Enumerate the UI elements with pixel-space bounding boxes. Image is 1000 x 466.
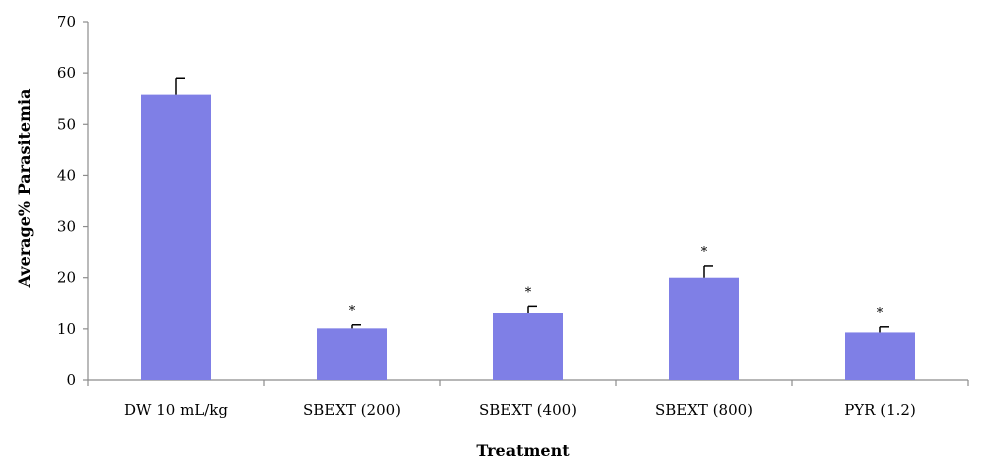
bar	[493, 313, 563, 380]
significance-marker: *	[349, 304, 356, 319]
x-category-label: PYR (1.2)	[844, 401, 916, 419]
y-tick-label: 60	[57, 64, 76, 82]
bar	[669, 277, 739, 380]
x-category-label: SBEXT (800)	[655, 401, 753, 419]
significance-marker: *	[877, 306, 884, 321]
x-category-label: SBEXT (200)	[303, 401, 401, 419]
bar	[141, 94, 211, 380]
y-tick-label: 0	[66, 371, 76, 389]
bar	[845, 332, 915, 380]
y-tick-label: 40	[57, 166, 76, 184]
y-axis-title: Average% Parasitemia	[15, 89, 34, 289]
y-tick-label: 10	[57, 320, 76, 338]
bar	[317, 328, 387, 380]
y-tick-label: 70	[57, 13, 76, 31]
y-tick-label: 50	[57, 115, 76, 133]
x-category-label: DW 10 mL/kg	[124, 401, 228, 419]
y-tick-label: 30	[57, 218, 76, 236]
x-axis-title: Treatment	[476, 441, 570, 460]
significance-marker: *	[525, 285, 532, 300]
x-ticks: DW 10 mL/kg SBEXT (200) SBEXT (400) SBEXT (…	[87, 380, 969, 419]
y-ticks: 0 10 20 30 40 50 60 70	[57, 13, 88, 389]
x-category-label: SBEXT (400)	[479, 401, 577, 419]
significance-marker: *	[701, 245, 708, 260]
y-tick-label: 20	[57, 269, 76, 287]
bars: * * * *	[141, 77, 915, 380]
